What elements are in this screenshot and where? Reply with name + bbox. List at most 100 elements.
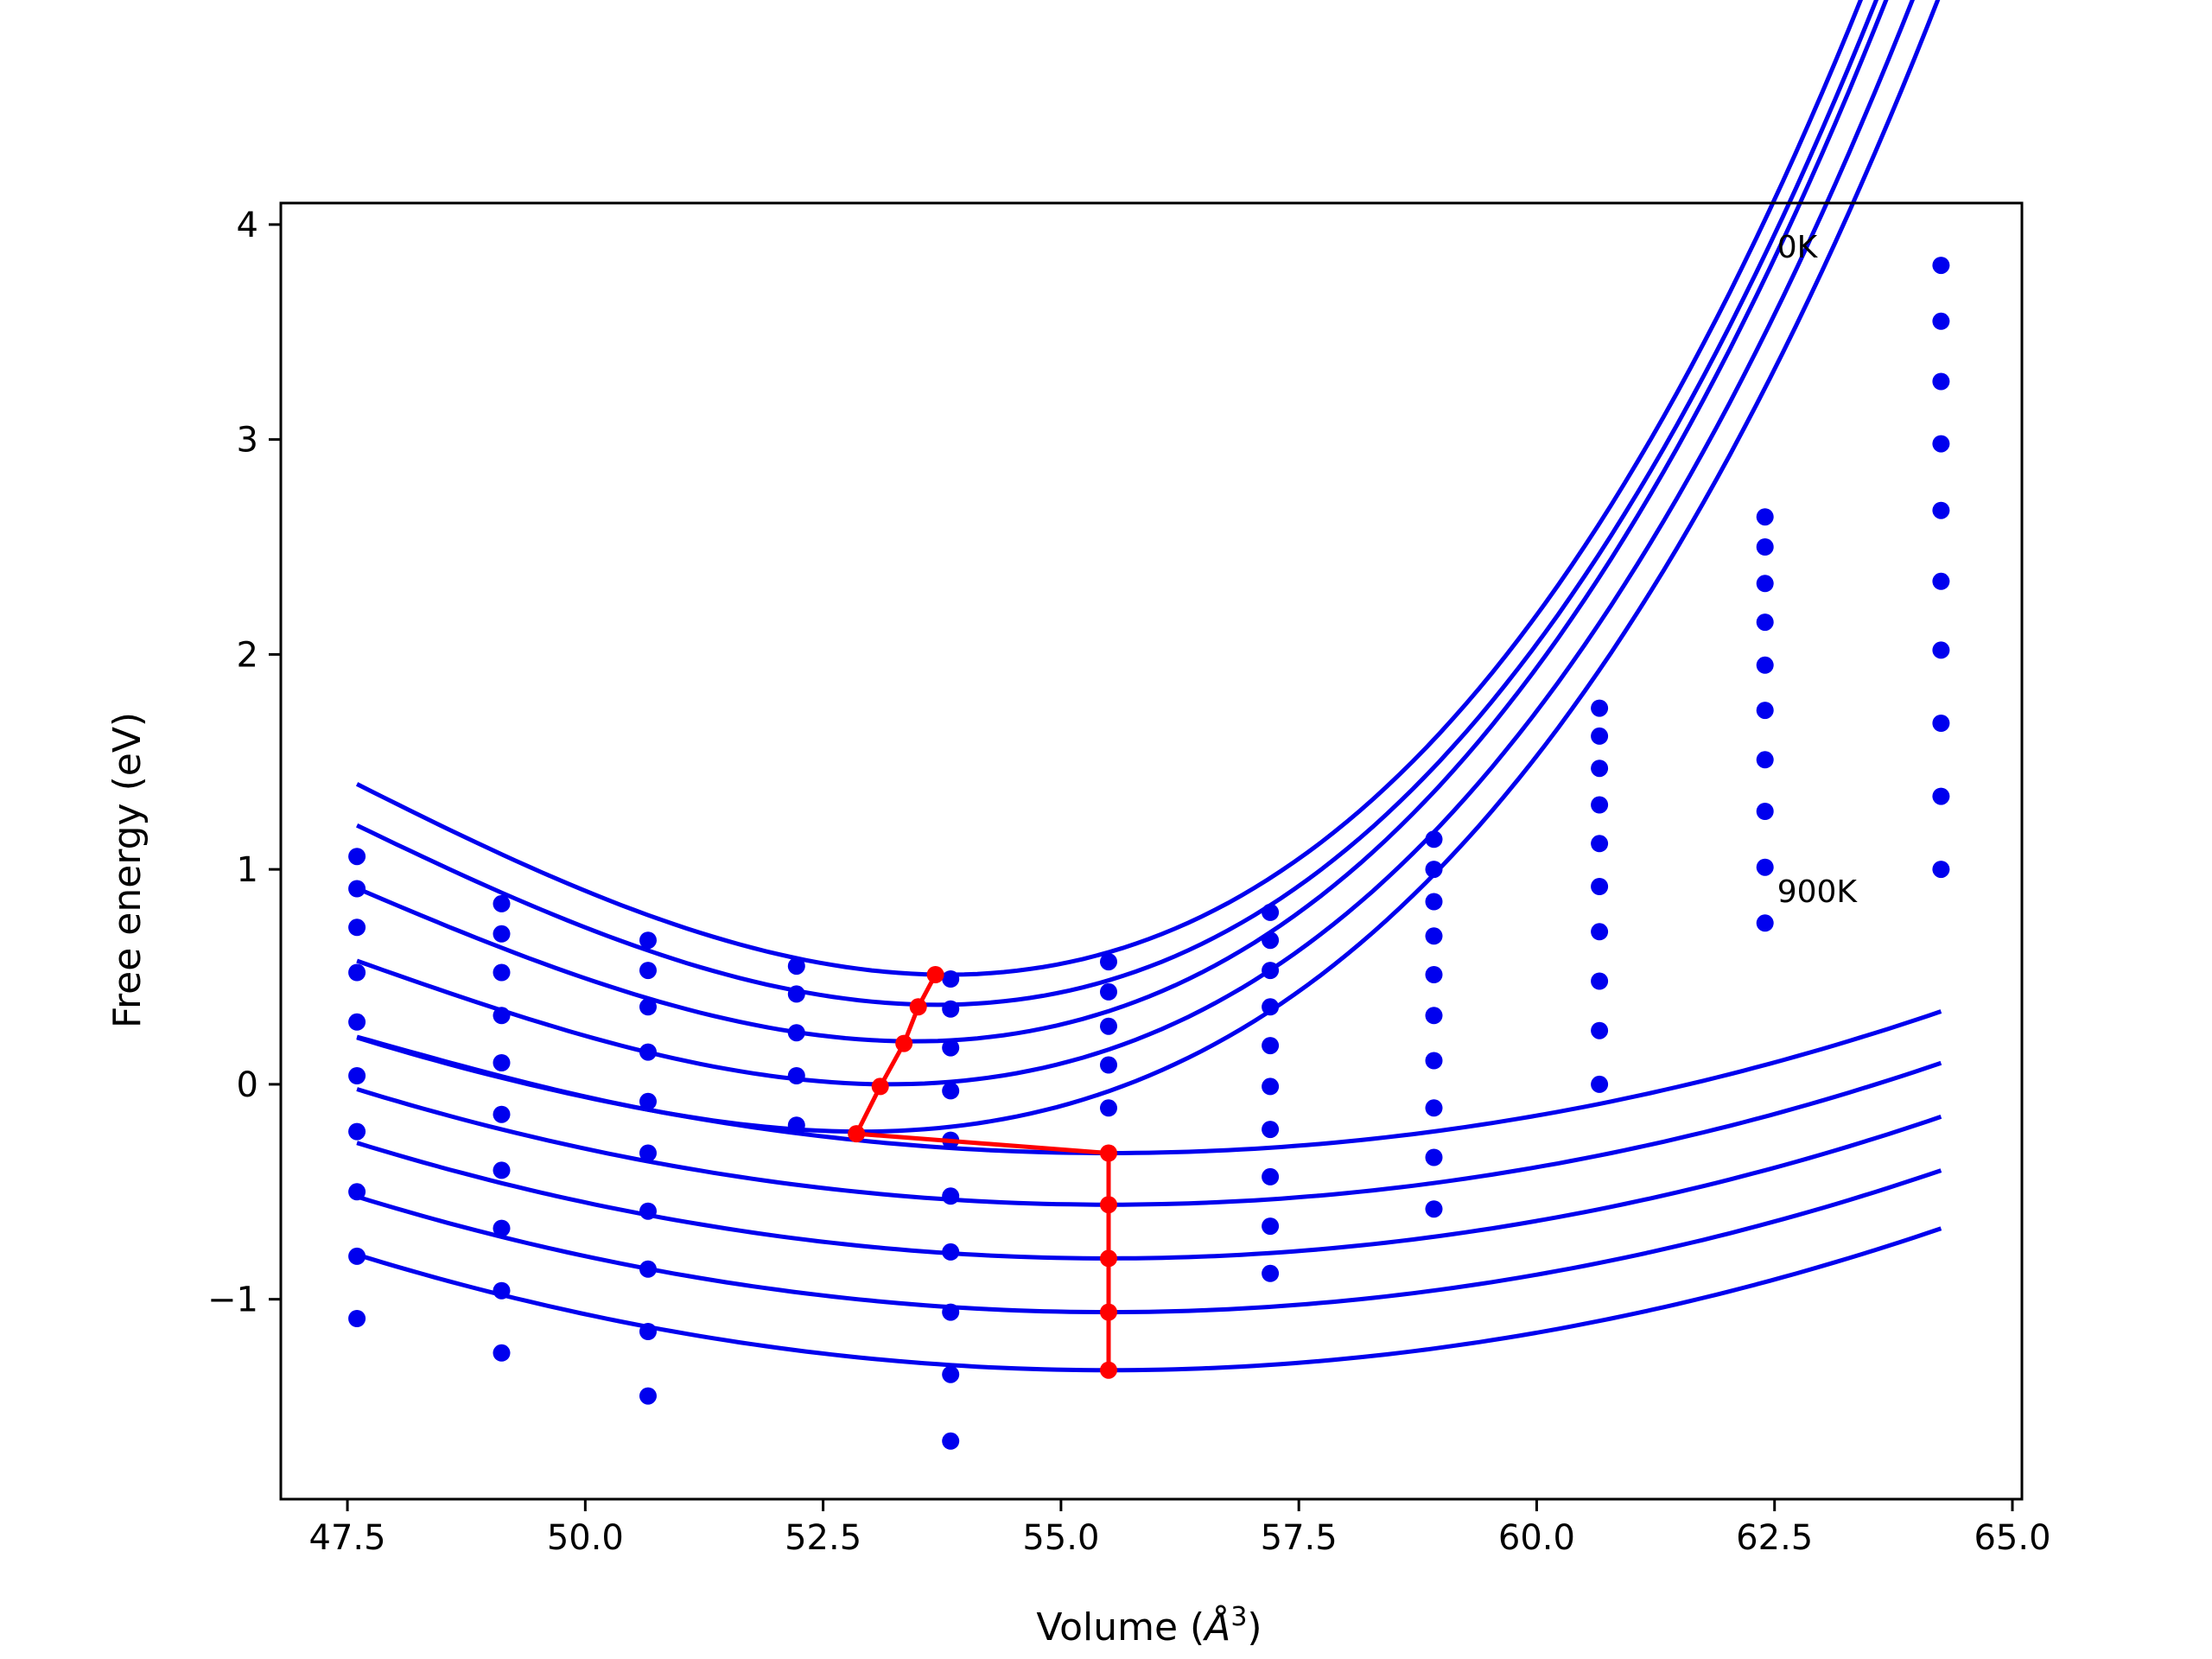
- data-point: [1262, 903, 1280, 921]
- data-point: [1262, 1264, 1280, 1282]
- data-point: [1591, 923, 1609, 941]
- minima-path: [848, 966, 1117, 1379]
- data-point: [1262, 1167, 1280, 1185]
- x-tick-label: 60.0: [1498, 1518, 1575, 1558]
- data-point: [787, 1116, 805, 1135]
- data-point: [942, 1243, 960, 1261]
- data-point: [1932, 435, 1950, 453]
- data-point: [493, 1344, 511, 1362]
- data-point: [348, 1013, 366, 1031]
- data-point: [1591, 1075, 1609, 1093]
- data-point: [1756, 858, 1774, 876]
- minimum-point: [871, 1077, 889, 1096]
- data-point: [493, 1105, 511, 1123]
- data-point: [493, 963, 511, 982]
- data-point: [1425, 1099, 1443, 1117]
- fit-curve-3: [356, 0, 1915, 1087]
- data-point: [1932, 715, 1950, 732]
- data-point: [1591, 835, 1609, 853]
- minimum-point: [1100, 1196, 1117, 1214]
- data-point: [1756, 508, 1774, 526]
- data-point: [1756, 656, 1774, 674]
- data-point: [942, 1365, 960, 1383]
- data-point: [787, 985, 805, 1003]
- data-point: [639, 998, 657, 1016]
- data-point: [1591, 878, 1609, 895]
- x-tick-label: 55.0: [1022, 1518, 1099, 1558]
- data-point: [1425, 966, 1443, 983]
- minimum-point: [1100, 1361, 1117, 1379]
- annotations: 0K 900K: [1777, 230, 1859, 910]
- data-point: [639, 962, 657, 980]
- minimum-point: [909, 998, 927, 1016]
- data-point: [1425, 1200, 1443, 1218]
- fit-curve-7: [356, 1115, 1942, 1261]
- data-point: [942, 970, 960, 988]
- data-point: [787, 957, 805, 976]
- fit-curve-2: [356, 0, 1889, 1044]
- fit-curve-4: [356, 0, 1941, 1135]
- data-point: [1262, 1037, 1280, 1055]
- data-point: [493, 1281, 511, 1300]
- data-point: [1591, 760, 1609, 778]
- minimum-point: [895, 1034, 913, 1052]
- x-tick-label: 62.5: [1736, 1518, 1813, 1558]
- minimum-point: [926, 966, 944, 983]
- data-point: [348, 1247, 366, 1265]
- data-point: [348, 880, 366, 898]
- minimum-point: [1100, 1144, 1117, 1162]
- y-tick-label: 4: [237, 206, 258, 245]
- fit-curve-1: [356, 0, 1879, 1007]
- data-point: [942, 1187, 960, 1205]
- minimum-point: [1100, 1249, 1117, 1268]
- data-point: [1591, 727, 1609, 745]
- data-point: [1425, 927, 1443, 945]
- data-point: [639, 1043, 657, 1061]
- data-point: [639, 1387, 657, 1405]
- data-point: [1262, 962, 1280, 980]
- x-tick-label: 47.5: [309, 1518, 386, 1558]
- y-tick-label: 3: [237, 421, 258, 461]
- data-point: [348, 918, 366, 937]
- data-point: [1932, 312, 1950, 330]
- data-point: [639, 1323, 657, 1340]
- data-point: [348, 1183, 366, 1201]
- data-point: [1932, 861, 1950, 879]
- data-point: [348, 963, 366, 982]
- data-point: [1591, 1021, 1609, 1039]
- data-point: [639, 1092, 657, 1110]
- fit-curve-8: [356, 1168, 1942, 1315]
- data-point: [1100, 953, 1117, 971]
- y-tick-label: 2: [237, 635, 258, 675]
- data-point: [1262, 931, 1280, 950]
- temperature-annotation: 900K: [1777, 874, 1859, 910]
- y-tick-label: −1: [207, 1281, 258, 1320]
- data-point: [493, 1219, 511, 1237]
- data-point: [493, 894, 511, 912]
- data-point: [1756, 751, 1774, 769]
- x-tick-label: 50.0: [547, 1518, 624, 1558]
- data-point: [1591, 796, 1609, 814]
- data-point: [787, 1024, 805, 1042]
- data-point: [1591, 699, 1609, 717]
- data-point: [639, 931, 657, 950]
- y-tick-label: 0: [237, 1065, 258, 1105]
- data-point: [493, 1054, 511, 1071]
- x-axis-label: Volume (Å3): [1036, 1602, 1262, 1650]
- data-point: [1932, 572, 1950, 590]
- data-point: [348, 1067, 366, 1084]
- temperature-annotation: 0K: [1777, 230, 1819, 265]
- x-tick-label: 57.5: [1261, 1518, 1338, 1558]
- data-point: [1425, 861, 1443, 879]
- minimum-point: [1100, 1303, 1117, 1321]
- data-point: [1756, 914, 1774, 932]
- data-point: [1100, 1099, 1117, 1117]
- x-axis-ticks: 47.5 50.0 52.5 55.0 57.5 60.0 62.5 65.0: [309, 1499, 2051, 1558]
- fit-curve-9: [356, 1226, 1942, 1373]
- data-point: [639, 1144, 657, 1162]
- data-point: [1262, 998, 1280, 1016]
- fit-curve-5: [356, 1009, 1942, 1155]
- data-point: [1756, 538, 1774, 556]
- data-point: [1425, 1007, 1443, 1025]
- minima-line: [854, 973, 1111, 1370]
